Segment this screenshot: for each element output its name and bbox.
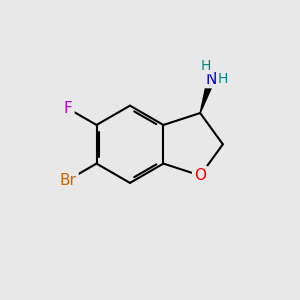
Text: H: H xyxy=(200,59,211,73)
Text: N: N xyxy=(206,71,217,86)
Text: Br: Br xyxy=(60,172,76,188)
Text: O: O xyxy=(194,168,206,183)
Text: H: H xyxy=(218,72,228,86)
Polygon shape xyxy=(200,78,215,113)
Text: F: F xyxy=(64,101,72,116)
